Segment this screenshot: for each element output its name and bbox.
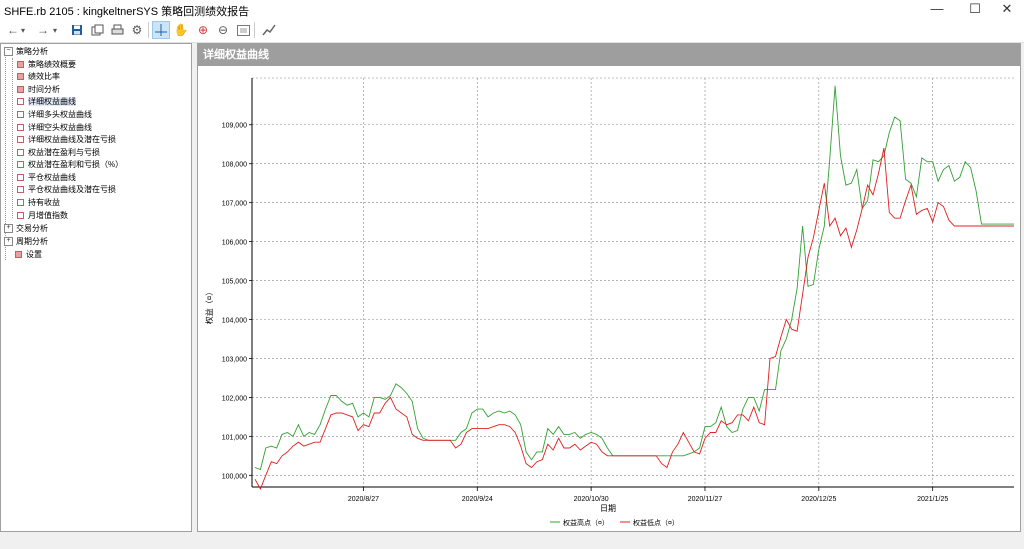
collapse-icon[interactable]: −: [4, 47, 13, 57]
zoom-out-icon[interactable]: ⊖: [217, 23, 229, 37]
x-tick-label: 2020/12/25: [801, 496, 836, 503]
tree-item-ratios[interactable]: 绩效比率: [17, 71, 60, 83]
tree-node-strategy-analysis[interactable]: − 策略分析: [4, 46, 48, 58]
y-tick-label: 108,000: [222, 162, 247, 169]
expand-icon[interactable]: +: [4, 224, 13, 234]
tree-item-short-equity-curve[interactable]: 详细空头权益曲线: [17, 122, 92, 134]
y-tick-label: 102,000: [222, 395, 247, 402]
y-tick-label: 106,000: [222, 240, 247, 247]
y-tick-label: 103,000: [222, 356, 247, 363]
window-title: SHFE.rb 2105 : kingkeltnerSYS 策略回测绩效报告: [4, 6, 250, 18]
tree-item-summary[interactable]: 策略绩效概要: [17, 59, 76, 71]
tree-item-long-equity-curve[interactable]: 详细多头权益曲线: [17, 109, 92, 121]
tree-node-trade-analysis[interactable]: + 交易分析: [4, 223, 48, 235]
tree-item-time-analysis[interactable]: 时间分析: [17, 84, 60, 96]
title-bar: SHFE.rb 2105 : kingkeltnerSYS 策略回测绩效报告 —…: [0, 0, 1024, 18]
report-icon: [17, 61, 24, 69]
y-axis-label: 权益（¤）: [204, 288, 214, 324]
expand-icon[interactable]: +: [4, 237, 13, 247]
x-tick-label: 2020/8/27: [348, 496, 379, 503]
y-ticks: 100,000 101,000 102,000 103,000 104,000 105,0…: [222, 123, 252, 480]
x-ticks: 2020/8/27 2020/9/24 2020/10/30 2020/11/27 20…: [348, 487, 948, 503]
chart-icon: [17, 212, 24, 220]
tree-connector: [5, 54, 6, 260]
forward-icon[interactable]: →: [37, 23, 49, 37]
tree-item-settings[interactable]: 设置: [15, 249, 42, 261]
hand-icon[interactable]: ✋: [173, 23, 189, 37]
y-tick-label: 109,000: [222, 123, 247, 130]
print-icon[interactable]: [108, 21, 126, 39]
x-tick-label: 2021/1/25: [917, 496, 948, 503]
legend-label-low: 权益低点（¤）: [633, 518, 679, 527]
chart-icon: [17, 174, 24, 182]
chart-icon: [17, 186, 24, 194]
x-tick-label: 2020/10/30: [574, 496, 609, 503]
x-axis-label: 日期: [600, 504, 616, 513]
chart-panel: 详细权益曲线 100,000 101,000 102,000 103,000 104,0…: [197, 43, 1021, 532]
back-icon[interactable]: ←: [7, 23, 19, 37]
chart-axes: [251, 78, 1014, 488]
back-dropdown-icon[interactable]: ▾: [20, 25, 25, 35]
y-tick-label: 100,000: [222, 473, 247, 480]
chart-icon: [17, 124, 24, 132]
report-icon: [17, 86, 24, 94]
tree-item-closed-equity[interactable]: 平仓权益曲线: [17, 172, 76, 184]
y-tick-label: 104,000: [222, 318, 247, 325]
chart-icon: [17, 98, 24, 106]
equity-chart[interactable]: 100,000 101,000 102,000 103,000 104,000 105,0…: [198, 66, 1020, 531]
maximize-button[interactable]: ☐: [969, 1, 981, 16]
series-lines: [254, 85, 1014, 490]
tree-item-potential-pnl-pct[interactable]: 权益潜在盈利和亏损（%）: [17, 159, 123, 171]
legend-label-high: 权益高点（¤）: [563, 518, 609, 527]
copy-icon[interactable]: [88, 21, 106, 39]
panel-title: 详细权益曲线: [198, 44, 1020, 66]
tree-item-equity-drawdown[interactable]: 详细权益曲线及潜在亏损: [17, 134, 116, 146]
y-tick-label: 101,000: [222, 434, 247, 441]
chart-icon: [17, 136, 24, 144]
zoom-in-icon[interactable]: ⊕: [197, 23, 209, 37]
x-tick-label: 2020/9/24: [462, 496, 493, 503]
chart-legend: 权益高点（¤） 权益低点（¤）: [550, 518, 679, 527]
toolbar-separator: [148, 22, 149, 38]
equity-low-line: [254, 148, 1014, 490]
tree-item-potential-pnl[interactable]: 权益潜在盈利与亏损: [17, 147, 100, 159]
chart-icon: [17, 199, 24, 207]
close-button[interactable]: ✕: [1001, 1, 1013, 16]
navigation-tree: − 策略分析 策略绩效概要 绩效比率 时间分析 详细权益曲线 详细多头权益曲线 详…: [0, 43, 192, 532]
settings-icon: [15, 251, 22, 259]
forward-dropdown-icon[interactable]: ▾: [52, 25, 57, 35]
chart-grid: [252, 77, 1014, 487]
chart-icon: [17, 149, 24, 157]
minimize-button[interactable]: —: [930, 1, 944, 16]
x-tick-label: 2020/11/27: [688, 496, 723, 503]
status-bar: [0, 532, 1024, 549]
fit-window-icon[interactable]: [234, 21, 252, 39]
report-icon: [17, 73, 24, 81]
crosshair-icon[interactable]: [152, 21, 170, 39]
tree-item-monthly-index[interactable]: 月增值指数: [17, 210, 68, 222]
chart-icon: [17, 161, 24, 169]
tree-item-closed-equity-drawdown[interactable]: 平仓权益曲线及潜在亏损: [17, 184, 116, 196]
chart-icon: [17, 111, 24, 119]
tree-item-equity-curve[interactable]: 详细权益曲线: [17, 96, 76, 108]
chart-style-icon[interactable]: [260, 21, 278, 39]
gear-icon[interactable]: ⚙: [131, 23, 143, 37]
tree-connector: [12, 58, 13, 218]
save-icon[interactable]: [68, 21, 86, 39]
tree-node-period-analysis[interactable]: + 周期分析: [4, 236, 48, 248]
toolbar-separator: [254, 22, 255, 38]
y-tick-label: 107,000: [222, 201, 247, 208]
toolbar: ← ▾ → ▾ ⚙ ✋ ⊕ ⊖: [0, 18, 1024, 43]
equity-high-line: [254, 85, 1014, 471]
y-tick-label: 105,000: [222, 279, 247, 286]
tree-item-holding-return[interactable]: 持有收益: [17, 197, 60, 209]
